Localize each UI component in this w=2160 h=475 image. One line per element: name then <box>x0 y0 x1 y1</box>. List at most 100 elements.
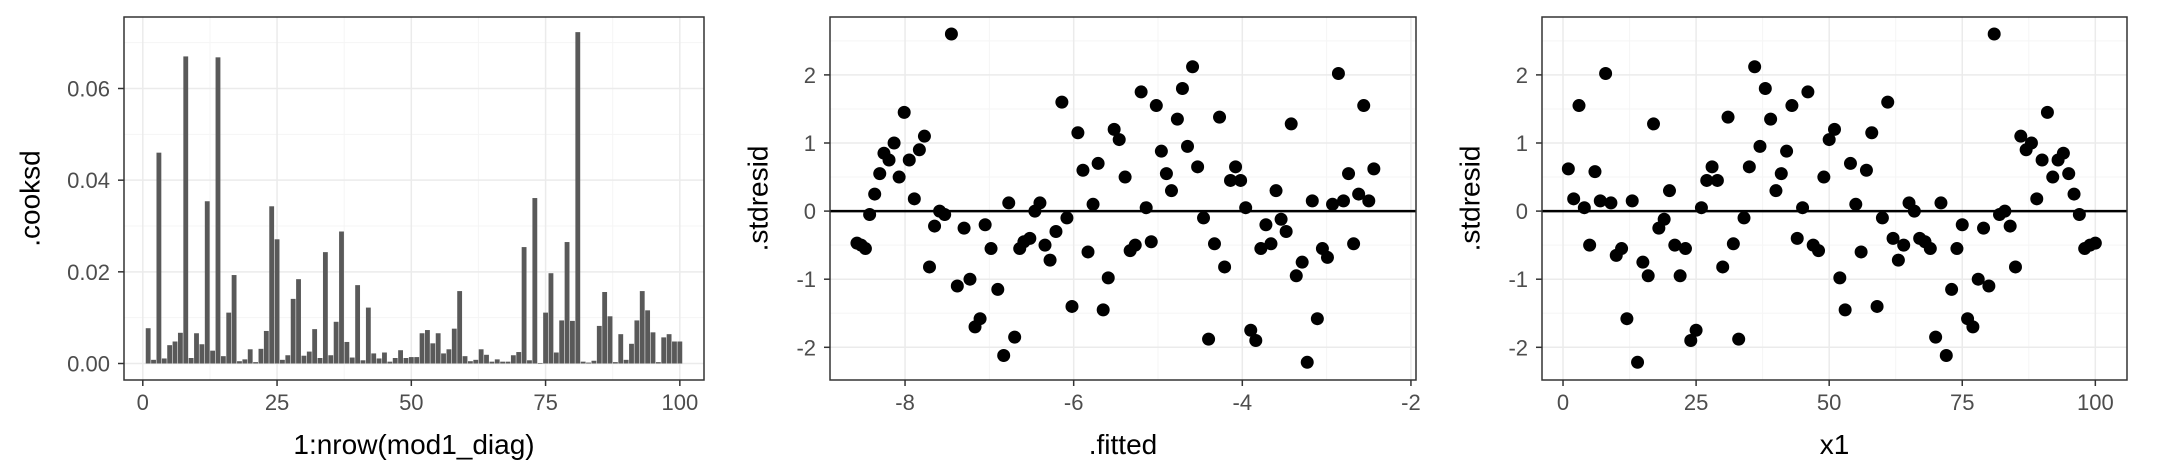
scatter-point <box>887 136 901 150</box>
bar <box>639 291 645 364</box>
x-tick-label: -6 <box>1064 390 1084 415</box>
scatter-point <box>1593 194 1607 208</box>
scatter-point <box>1259 218 1273 232</box>
scatter-point <box>1008 330 1022 344</box>
scatter-point <box>1774 167 1788 181</box>
scatter-point <box>897 105 911 119</box>
scatter-point <box>1561 162 1575 176</box>
bar <box>231 275 237 364</box>
bar <box>247 349 253 364</box>
scatter-point <box>1254 242 1268 256</box>
bar <box>188 358 194 364</box>
scatter-point <box>1164 184 1178 198</box>
scatter-point <box>1833 271 1847 285</box>
bar <box>215 57 221 364</box>
scatter-point <box>1274 212 1288 226</box>
bar <box>586 362 591 364</box>
bar <box>537 363 543 364</box>
scatter-point <box>1726 237 1740 251</box>
scatter-point <box>1305 194 1319 208</box>
scatter-point <box>1149 99 1163 113</box>
scatter-point <box>882 153 896 167</box>
bar <box>344 341 350 364</box>
bar <box>398 350 403 364</box>
scatter-point <box>1647 117 1661 131</box>
scatter-point <box>1181 139 1195 153</box>
bar <box>527 360 532 364</box>
scatter-point <box>1689 323 1703 337</box>
bar <box>570 320 575 364</box>
scatter-point <box>1705 160 1719 174</box>
scatter-point <box>1043 253 1057 267</box>
scatter-point <box>1721 110 1735 124</box>
scatter-point <box>1748 60 1762 74</box>
scatter-point <box>984 242 998 256</box>
scatter-point <box>1923 242 1937 256</box>
bar <box>258 348 264 364</box>
x-tick-label: 100 <box>661 390 698 415</box>
bar <box>156 152 162 364</box>
x-tick-label: 100 <box>2077 390 2114 415</box>
scatter-point <box>1191 160 1205 174</box>
scatter-point <box>912 143 926 157</box>
bar <box>280 359 285 364</box>
stdresid-vs-x1-scatter: 0 25 50 75 100 -2 -1 0 1 2 x1 .stdresid <box>1455 16 2128 460</box>
bar <box>285 355 291 364</box>
scatter-point <box>978 218 992 232</box>
scatter-point <box>1065 299 1079 313</box>
bar <box>296 279 301 364</box>
y-axis-title: .cooksd <box>15 150 46 247</box>
scatter-point <box>1631 355 1645 369</box>
scatter-point <box>1572 99 1586 113</box>
bar <box>242 359 248 364</box>
y-tick-label: 0 <box>804 199 816 224</box>
bar <box>360 360 366 364</box>
scatter-point <box>2056 146 2070 160</box>
scatter-point <box>1352 187 1366 201</box>
scatter-point <box>1101 271 1115 285</box>
x-axis-title: .fitted <box>1089 429 1157 460</box>
bar <box>634 320 640 364</box>
scatter-point <box>1716 260 1730 274</box>
scatter-point <box>1244 323 1258 337</box>
scatter-point <box>1971 272 1985 286</box>
scatter-point <box>1849 197 1863 211</box>
scatter-point <box>1817 170 1831 184</box>
scatter-point <box>1049 225 1063 239</box>
scatter-point <box>1567 192 1581 206</box>
scatter-point <box>1331 67 1345 81</box>
scatter-point <box>1657 212 1671 226</box>
bar <box>602 292 608 364</box>
scatter-point <box>1367 162 1381 176</box>
bar <box>532 198 538 364</box>
scatter-point <box>1982 279 1996 293</box>
x-tick-label: -2 <box>1401 390 1421 415</box>
scatter-point <box>1038 238 1052 252</box>
bar <box>382 352 387 364</box>
scatter-point <box>1118 170 1132 184</box>
bar <box>237 361 242 364</box>
scatter-point <box>950 279 964 293</box>
scatter-point <box>1197 211 1211 225</box>
scatter-point <box>1812 244 1826 258</box>
scatter-point <box>1870 299 1884 313</box>
y-tick-label: 0.04 <box>67 168 110 193</box>
bar <box>274 239 280 364</box>
scatter-point <box>1170 112 1184 126</box>
scatter-point <box>1583 238 1597 252</box>
scatter-point <box>1023 231 1037 245</box>
bar <box>446 349 452 364</box>
scatter-point <box>1636 255 1650 269</box>
bar <box>494 359 500 364</box>
scatter-point <box>1891 253 1905 267</box>
bar <box>425 330 430 364</box>
scatter-point <box>1859 163 1873 177</box>
scatter-point <box>1625 194 1639 208</box>
scatter-point <box>1865 126 1879 140</box>
scatter-point <box>1060 211 1074 225</box>
scatter-point <box>991 282 1005 296</box>
scatter-point <box>873 167 887 181</box>
scatter-point <box>1700 173 1714 187</box>
x-tick-label: 50 <box>1817 390 1841 415</box>
scatter-point <box>1977 221 1991 235</box>
